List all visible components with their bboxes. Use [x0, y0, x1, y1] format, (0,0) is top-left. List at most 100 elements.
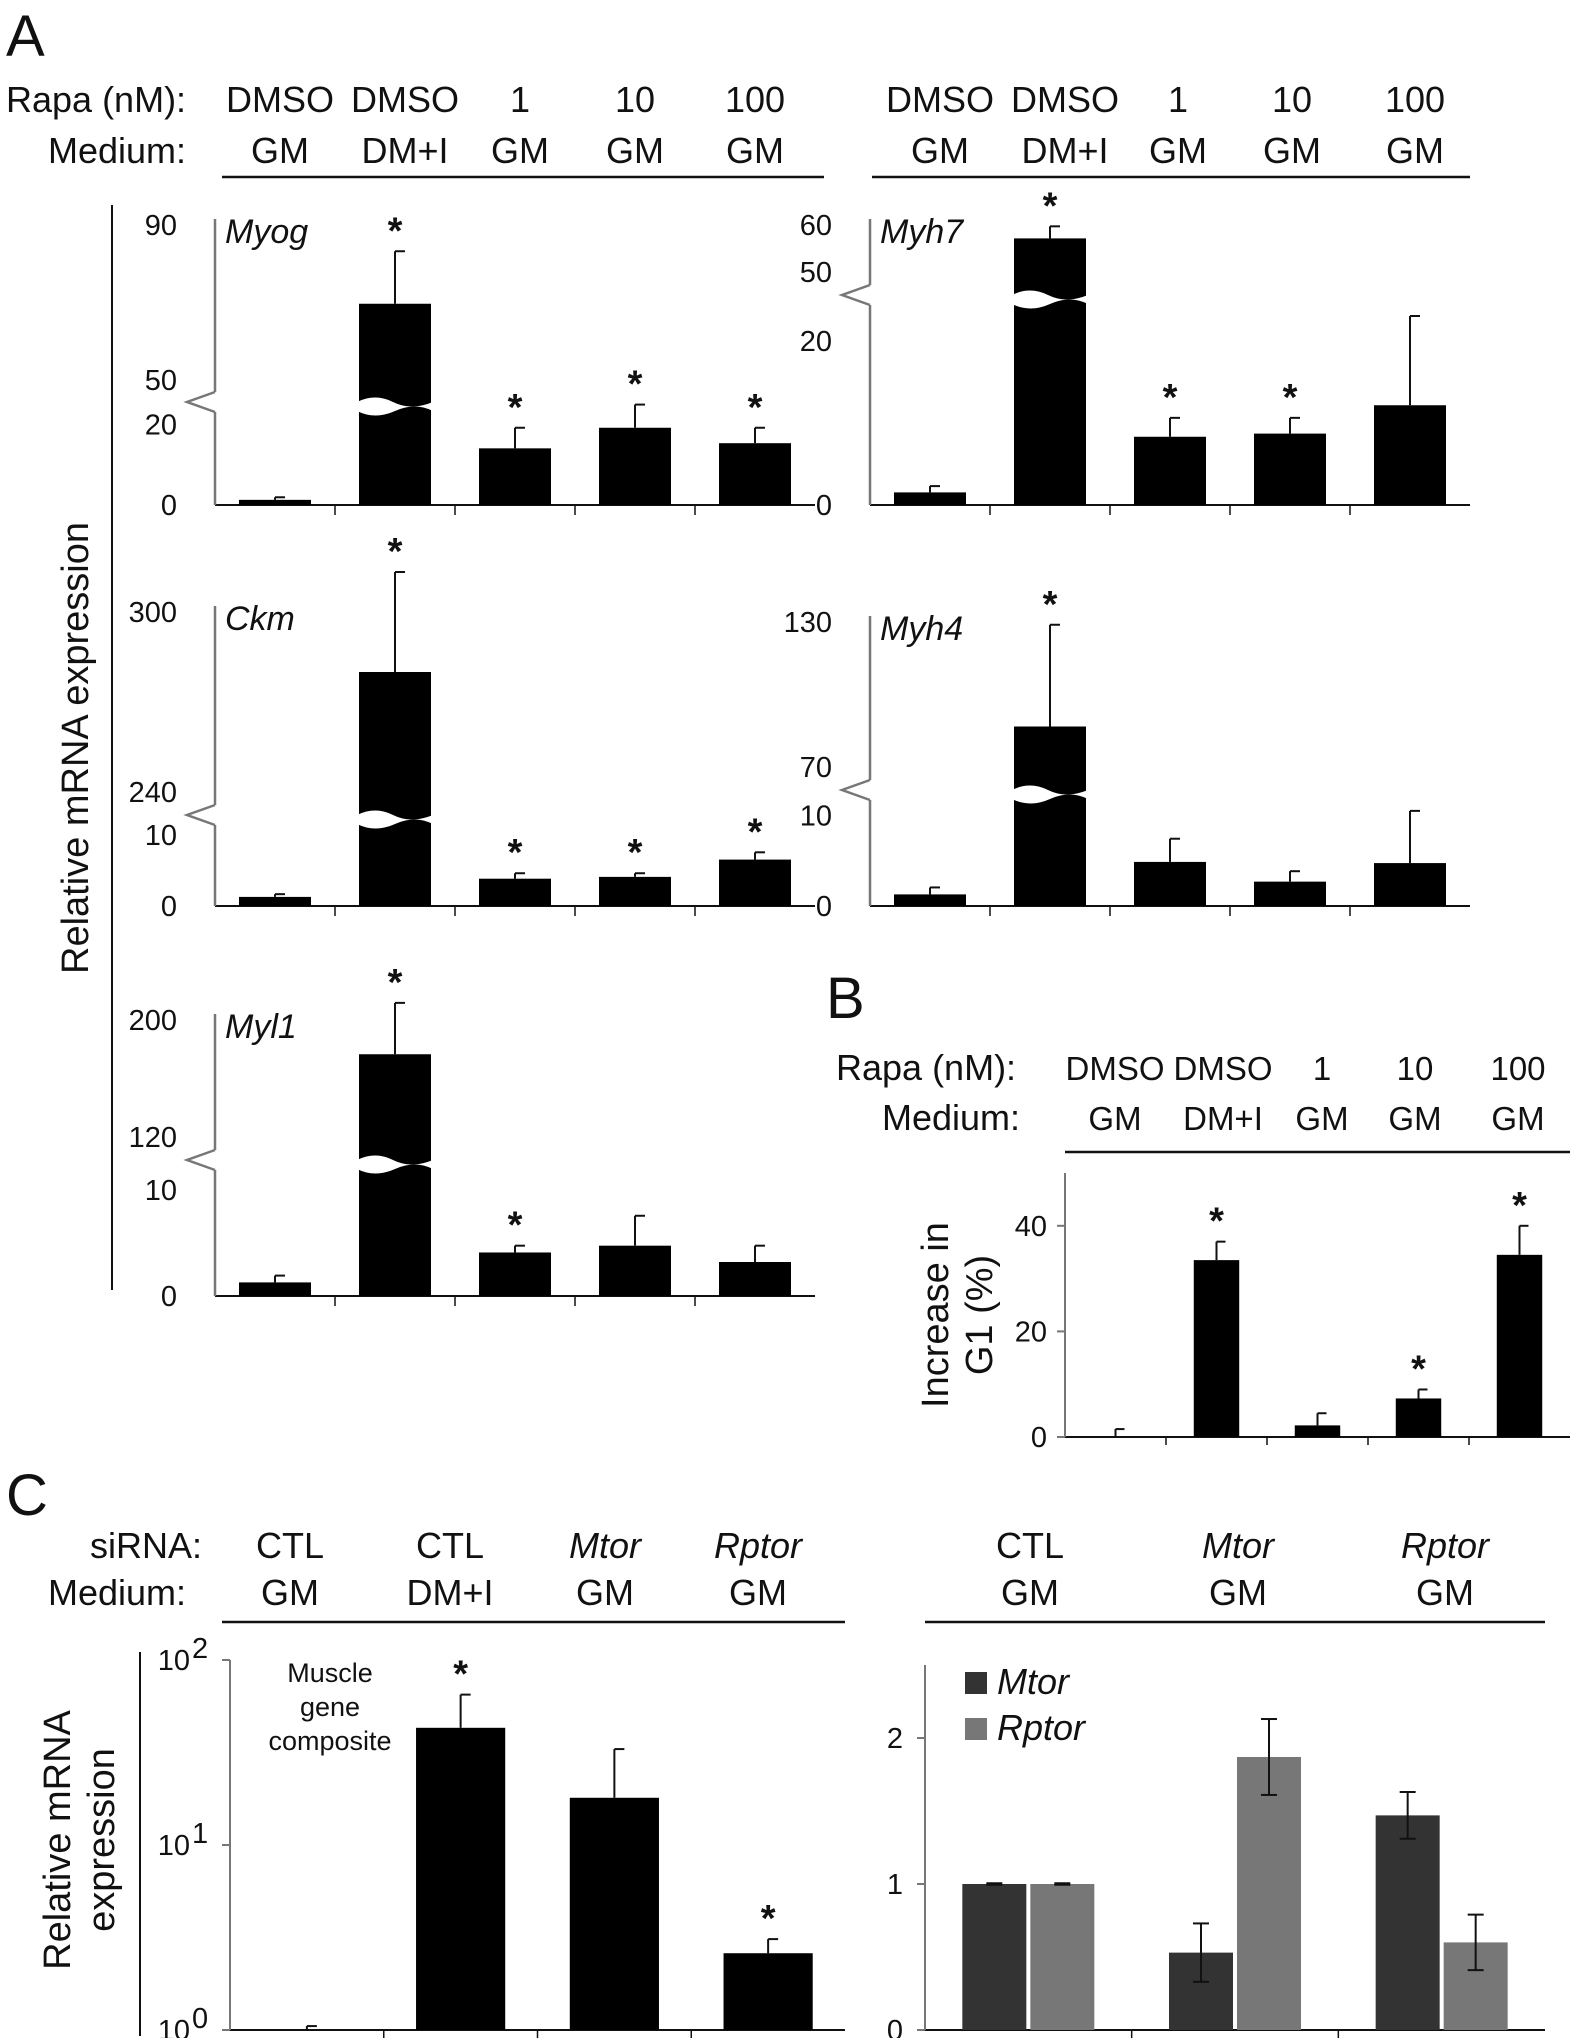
bar	[359, 1054, 431, 1296]
significance-star: *	[1209, 1201, 1224, 1243]
bar	[1193, 1260, 1240, 1437]
header-sirna-1: CTL	[416, 1525, 484, 1566]
gene-title: Myl1	[225, 1008, 297, 1046]
header-medium-0: GM	[911, 130, 969, 171]
medium-label-left: Medium:	[48, 130, 186, 171]
bar	[1254, 881, 1326, 906]
bar-break	[357, 397, 433, 416]
bar	[719, 443, 791, 505]
header-medium-0: GM	[1001, 1572, 1059, 1613]
composite-note-line2: gene	[300, 1692, 360, 1722]
bar	[1374, 863, 1446, 906]
header-medium-4: GM	[726, 130, 784, 171]
significance-star: *	[1411, 1348, 1426, 1390]
header-sirna-1: Mtor	[1202, 1525, 1276, 1566]
header-rapa-2: 1	[1313, 1050, 1331, 1087]
significance-star: *	[1163, 377, 1178, 419]
significance-star: *	[388, 210, 403, 252]
legend-swatch-mtor	[965, 1672, 987, 1694]
y-tick-label: 10	[145, 1175, 177, 1207]
bar-break	[357, 810, 433, 829]
header-medium-1: GM	[1209, 1572, 1267, 1613]
medium-label-b: Medium:	[882, 1097, 1020, 1138]
chart-g1-increase: 0 20 40 * * *	[1015, 1173, 1570, 1454]
y-tick-label: 20	[800, 326, 832, 358]
significance-star: *	[748, 811, 763, 853]
header-medium-3: GM	[606, 130, 664, 171]
bar	[479, 1252, 551, 1296]
y-tick-label: 10	[145, 820, 177, 852]
header-medium-3: GM	[1388, 1100, 1441, 1137]
y-tick-label: 120	[129, 1122, 177, 1154]
gene-title: Myog	[225, 213, 308, 251]
header-conditions-c-left: CTL GM CTL DM+I Mtor GM Rptor GM	[256, 1525, 804, 1613]
header-rapa-1: DMSO	[351, 79, 459, 120]
chart-myl1: 0 10 120 200 Myl1 * *	[129, 962, 815, 1313]
bar	[723, 1953, 813, 2030]
header-rapa-3: 10	[1272, 79, 1312, 120]
legend-label-rptor: Rptor	[997, 1707, 1087, 1748]
header-rapa-1: DMSO	[1174, 1050, 1273, 1087]
header-medium-1: DM+I	[1183, 1100, 1263, 1137]
header-conditions-b: DMSO GM DMSO DM+I 1 GM 10 GM 100 GM	[1066, 1050, 1546, 1137]
bar-rptor	[1030, 1884, 1095, 2030]
header-rapa-4: 100	[725, 79, 785, 120]
bar	[479, 878, 551, 906]
y-tick-label: 0	[1031, 1422, 1047, 1454]
y-tick-label: 90	[145, 210, 177, 242]
y-tick-exponent: 2	[192, 1633, 208, 1665]
bar	[1254, 433, 1326, 505]
header-medium-2: GM	[491, 130, 549, 171]
header-rapa-2: 1	[510, 79, 530, 120]
header-medium-1: DM+I	[406, 1572, 493, 1613]
y-tick-label: 10	[158, 1645, 190, 1677]
chart-ckm: 0 10 240 300 Ckm * * * *	[129, 531, 815, 923]
bar	[1374, 405, 1446, 505]
significance-star: *	[628, 364, 643, 406]
bar-mtor	[1375, 1815, 1440, 2030]
header-sirna-2: Mtor	[569, 1525, 643, 1566]
bar-break	[1012, 785, 1088, 804]
significance-star: *	[761, 1898, 776, 1940]
axis-break-mark	[838, 778, 871, 802]
composite-note-line1: Muscle	[287, 1658, 373, 1688]
ylabel-b-line1: Increase in	[915, 1222, 957, 1408]
y-tick-label: 10	[158, 1830, 190, 1862]
header-sirna-3: Rptor	[714, 1525, 804, 1566]
bar	[1134, 436, 1206, 505]
gene-title: Ckm	[225, 600, 295, 638]
y-tick-label: 20	[145, 410, 177, 442]
bar	[599, 1245, 671, 1296]
y-tick-label: 130	[784, 607, 832, 639]
bar	[239, 896, 311, 906]
header-medium-1: DM+I	[361, 130, 448, 171]
ylabel-b-line2: G1 (%)	[959, 1255, 1001, 1375]
y-tick-label: 60	[800, 210, 832, 242]
header-medium-0: GM	[1088, 1100, 1141, 1137]
y-tick-exponent: 0	[192, 2003, 208, 2035]
y-tick-label: 50	[800, 257, 832, 289]
bar	[239, 499, 311, 505]
header-rapa-2: 1	[1168, 79, 1188, 120]
bar	[599, 876, 671, 906]
legend-label-mtor: Mtor	[997, 1661, 1071, 1702]
y-tick-label: 300	[129, 597, 177, 629]
header-medium-2: GM	[1295, 1100, 1348, 1137]
bar	[239, 1282, 311, 1296]
y-tick-label: 200	[129, 1005, 177, 1037]
header-sirna-0: CTL	[996, 1525, 1064, 1566]
header-medium-2: GM	[576, 1572, 634, 1613]
y-tick-label: 0	[816, 891, 832, 923]
header-medium-3: GM	[1263, 130, 1321, 171]
y-tick-label: 240	[129, 777, 177, 809]
header-rapa-0: DMSO	[226, 79, 334, 120]
header-rapa-3: 10	[1397, 1050, 1434, 1087]
header-rapa-3: 10	[615, 79, 655, 120]
y-tick-label: 20	[1015, 1316, 1047, 1348]
medium-label-c: Medium:	[48, 1572, 186, 1613]
y-tick-label: 0	[887, 2015, 903, 2038]
significance-star: *	[1512, 1185, 1527, 1227]
axis-break-mark	[183, 803, 216, 827]
